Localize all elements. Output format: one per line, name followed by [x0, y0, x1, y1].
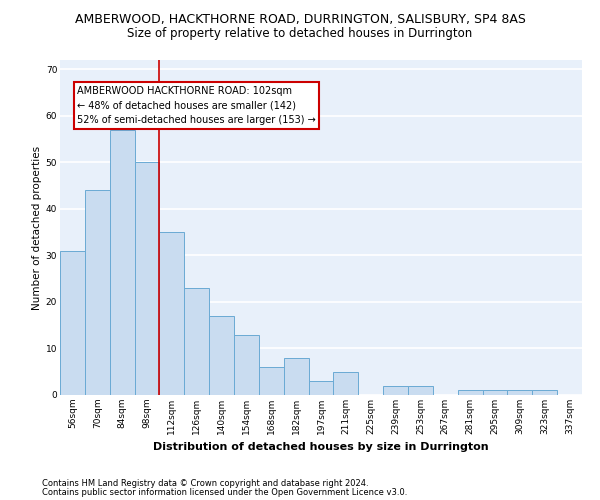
Bar	[334, 372, 358, 395]
Bar	[134, 162, 160, 395]
X-axis label: Distribution of detached houses by size in Durrington: Distribution of detached houses by size …	[153, 442, 489, 452]
Text: Size of property relative to detached houses in Durrington: Size of property relative to detached ho…	[127, 28, 473, 40]
Bar	[482, 390, 508, 395]
Bar	[209, 316, 234, 395]
Text: AMBERWOOD, HACKTHORNE ROAD, DURRINGTON, SALISBURY, SP4 8AS: AMBERWOOD, HACKTHORNE ROAD, DURRINGTON, …	[74, 12, 526, 26]
Bar	[284, 358, 308, 395]
Bar	[408, 386, 433, 395]
Bar	[160, 232, 184, 395]
Bar	[532, 390, 557, 395]
Bar	[308, 381, 334, 395]
Text: Contains HM Land Registry data © Crown copyright and database right 2024.: Contains HM Land Registry data © Crown c…	[42, 478, 368, 488]
Bar	[184, 288, 209, 395]
Text: AMBERWOOD HACKTHORNE ROAD: 102sqm
← 48% of detached houses are smaller (142)
52%: AMBERWOOD HACKTHORNE ROAD: 102sqm ← 48% …	[77, 86, 316, 125]
Bar	[508, 390, 532, 395]
Text: Contains public sector information licensed under the Open Government Licence v3: Contains public sector information licen…	[42, 488, 407, 497]
Bar	[458, 390, 482, 395]
Bar	[234, 334, 259, 395]
Y-axis label: Number of detached properties: Number of detached properties	[32, 146, 41, 310]
Bar	[259, 367, 284, 395]
Bar	[383, 386, 408, 395]
Bar	[110, 130, 134, 395]
Bar	[85, 190, 110, 395]
Bar	[60, 251, 85, 395]
